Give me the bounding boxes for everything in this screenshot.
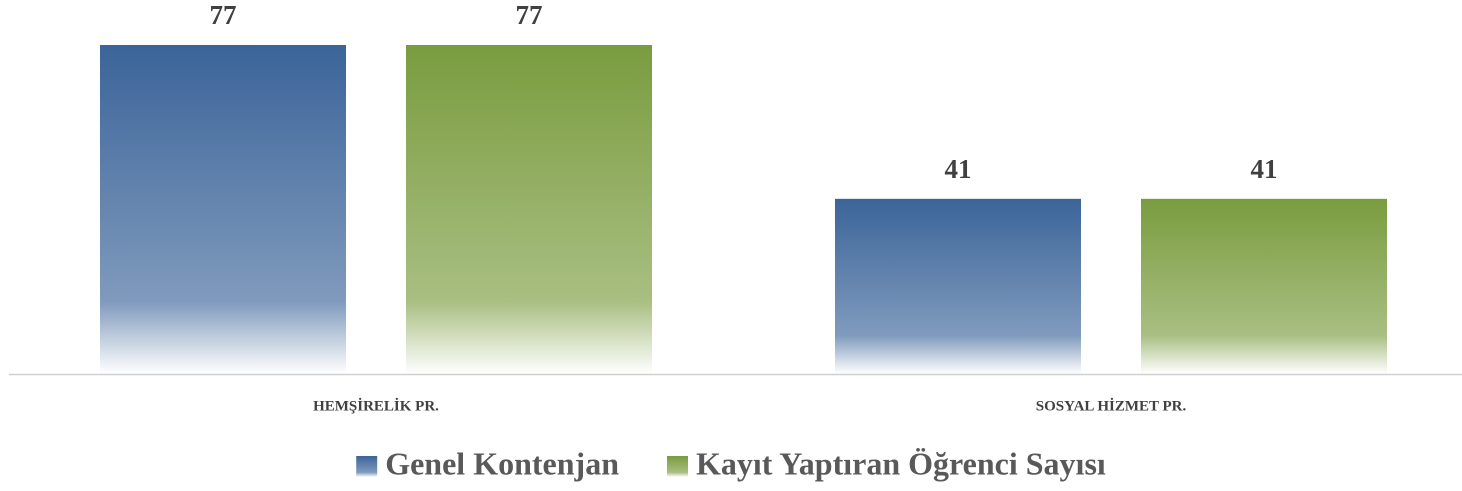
legend-swatch	[666, 456, 688, 477]
x-tick-label: HEMŞİRELİK PR.	[313, 397, 439, 414]
bar	[406, 45, 652, 374]
value-label: 77	[210, 0, 237, 30]
value-label: 77	[516, 0, 543, 30]
value-label: 41	[1251, 154, 1278, 184]
legend-label: Kayıt Yaptıran Öğrenci Sayısı	[696, 445, 1106, 481]
x-tick-label: SOSYAL HİZMET PR.	[1036, 397, 1187, 414]
legend-swatch	[356, 456, 378, 477]
bar	[1141, 198, 1387, 374]
legend-label: Genel Kontenjan	[385, 445, 619, 481]
bar	[835, 198, 1081, 374]
bar	[100, 45, 346, 374]
value-label: 41	[945, 154, 972, 184]
